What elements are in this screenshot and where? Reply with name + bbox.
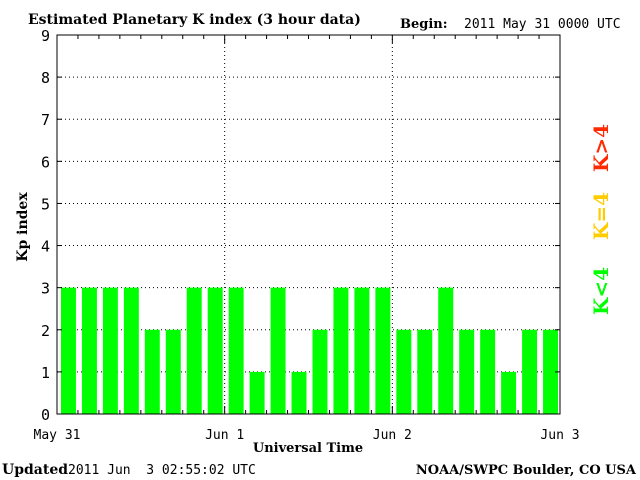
legend-equal: K=4 — [589, 192, 613, 240]
x-tick-label: May 31 — [34, 428, 81, 443]
x-axis-label: Universal Time — [253, 441, 363, 456]
kp-bar — [249, 371, 265, 414]
kp-bar — [375, 287, 391, 414]
begin-value: 2011 May 31 0000 UTC — [464, 17, 621, 32]
y-axis-label: Kp index — [15, 192, 31, 262]
source-credit: NOAA/SWPC Boulder, CO USA — [416, 463, 637, 478]
y-tick-label: 6 — [41, 153, 50, 171]
y-tick-label: 5 — [41, 195, 50, 213]
kp-bar — [396, 329, 412, 414]
x-tick-label: Jun 1 — [205, 428, 244, 443]
kp-bar — [417, 329, 433, 414]
updated-value: 2011 Jun 3 02:55:02 UTC — [68, 463, 256, 478]
kp-bar — [543, 329, 558, 414]
kp-bar — [144, 329, 160, 414]
kp-bar — [81, 287, 97, 414]
kp-bar — [228, 287, 244, 414]
axis-layer: 0 1 2 3 4 5 6 7 8 9 May 31 Jun 1 Jun 2 Jun 3 — [34, 27, 580, 443]
y-tick-label: 3 — [41, 280, 50, 298]
legend-low: K<4 — [589, 267, 613, 315]
y-tick-label: 1 — [41, 364, 50, 382]
kp-bar — [61, 287, 76, 414]
y-tick-label: 4 — [41, 238, 50, 256]
kp-bar — [207, 287, 223, 414]
kp-bar — [522, 329, 538, 414]
chart-title: Estimated Planetary K index (3 hour data… — [28, 12, 361, 28]
kp-bar — [480, 329, 496, 414]
kp-bar — [186, 287, 202, 414]
begin-label: Begin: — [400, 17, 448, 32]
kp-bar — [459, 329, 475, 414]
updated-label: Updated — [2, 462, 68, 478]
y-tick-label: 2 — [41, 322, 50, 340]
kp-bar — [102, 287, 118, 414]
y-tick-label: 7 — [41, 111, 50, 129]
y-tick-label: 8 — [41, 69, 50, 87]
kp-bar — [354, 287, 370, 414]
kp-bar — [312, 329, 328, 414]
x-tick-label: Jun 2 — [373, 428, 412, 443]
legend-high: K>4 — [589, 124, 613, 172]
kp-bar — [291, 371, 307, 414]
y-tick-label: 9 — [41, 27, 50, 45]
kp-bar — [123, 287, 139, 414]
x-tick-label: Jun 3 — [540, 428, 579, 443]
y-tick-label: 0 — [41, 406, 50, 424]
kp-bar — [438, 287, 454, 414]
kp-bar — [270, 287, 286, 414]
kp-bar — [333, 287, 349, 414]
kp-bar — [501, 371, 517, 414]
kp-bar — [165, 329, 181, 414]
bar-layer — [61, 287, 558, 414]
